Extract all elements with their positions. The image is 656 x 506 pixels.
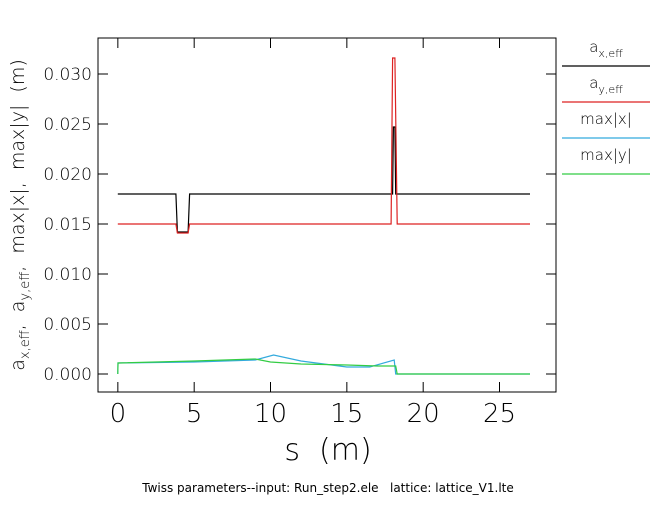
series-lines — [117, 57, 530, 375]
y-tick-label: 0.005 — [43, 315, 92, 335]
series-line-1 — [117, 126, 530, 233]
y-tick-label: 0.025 — [43, 115, 92, 135]
x-tick-label: 15 — [330, 399, 363, 429]
x-tick-label: 10 — [254, 399, 287, 429]
legend-entry-subscript: x,eff — [598, 47, 623, 60]
y-tick-label: 0.000 — [43, 365, 92, 385]
x-tick-label: 25 — [483, 399, 516, 429]
x-axis-label: s (m) — [284, 433, 371, 468]
legend-entry-subscript: y,eff — [598, 83, 623, 96]
y-axis-label-subscript: x,eff — [18, 330, 33, 359]
legend-entry-name: a — [589, 38, 598, 56]
series-line-3 — [117, 354, 530, 375]
plot-frame — [97, 37, 557, 393]
x-tick-label: 0 — [110, 399, 127, 429]
y-axis-ticks: 0.000 0.005 0.010 0.015 0.020 0.025 0.030 — [43, 65, 556, 385]
legend-entry-name: a — [589, 74, 598, 92]
y-axis-label: ax,eff, ay,eff, max|x|, max|y| (m) — [7, 59, 33, 371]
legend-entry-label: ax,eff — [589, 38, 623, 60]
legend-entry-label: max|x| — [580, 110, 632, 128]
footer-caption: Twiss parameters--input: Run_step2.ele l… — [141, 481, 514, 495]
series-line-2 — [117, 57, 530, 234]
y-tick-label: 0.015 — [43, 215, 92, 235]
x-tick-label: 20 — [407, 399, 440, 429]
legend-entry-name: max|x| — [580, 110, 632, 128]
y-axis-label-subscript: y,eff — [18, 272, 33, 301]
x-axis-ticks: 0 5 10 15 20 25 — [110, 38, 516, 429]
y-tick-label: 0.010 — [43, 265, 92, 285]
y-tick-label: 0.020 — [43, 165, 92, 185]
legend-entry-label: ay,eff — [589, 74, 623, 96]
y-tick-label: 0.030 — [43, 65, 92, 85]
y-axis-label-part: , a — [7, 301, 29, 331]
y-axis-label-part: a — [7, 359, 29, 371]
series-line-4 — [117, 358, 530, 375]
legend-entry-name: max|y| — [580, 146, 632, 164]
y-axis-label-part: , max|x|, max|y| (m) — [7, 59, 29, 272]
legend-entry-label: max|y| — [580, 146, 632, 164]
x-tick-label: 5 — [186, 399, 203, 429]
